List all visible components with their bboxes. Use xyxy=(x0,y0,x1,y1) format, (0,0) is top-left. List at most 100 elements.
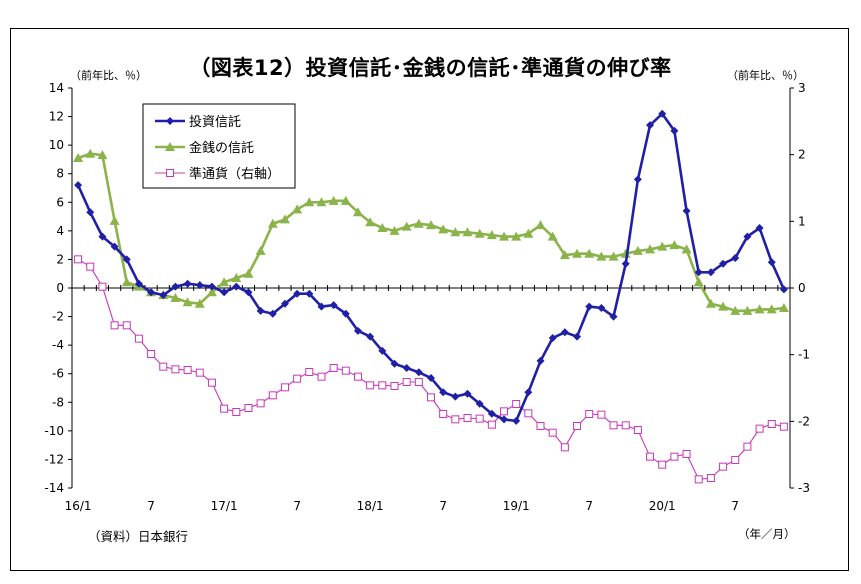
series-point-2 xyxy=(767,420,776,428)
series-point-2 xyxy=(232,408,241,416)
series-point-2 xyxy=(86,262,95,271)
series-point-0 xyxy=(548,334,557,342)
x-tick-label: 7 xyxy=(731,499,739,513)
x-axis-unit: （年／月） xyxy=(738,527,796,541)
left-tick-label: 14 xyxy=(49,81,64,95)
x-tick-label: 7 xyxy=(147,499,155,513)
series-point-1 xyxy=(645,244,656,254)
series-point-0 xyxy=(573,332,582,341)
series-point-0 xyxy=(500,415,509,424)
series-point-1 xyxy=(730,305,741,315)
legend-label: 準通貨（右軸） xyxy=(189,166,280,182)
series-point-2 xyxy=(451,415,460,424)
left-axis-unit: （前年比、％） xyxy=(70,69,147,82)
left-tick-label: 10 xyxy=(49,138,64,152)
series-point-0 xyxy=(366,332,375,341)
series-point-1 xyxy=(340,195,351,205)
series-point-1 xyxy=(523,228,534,238)
series-point-1 xyxy=(267,218,278,228)
series-point-0 xyxy=(317,302,326,311)
series-point-2 xyxy=(621,421,630,430)
series-point-0 xyxy=(463,389,472,398)
legend-swatch-marker xyxy=(166,169,174,177)
series-point-0 xyxy=(719,259,728,268)
series-point-0 xyxy=(305,289,314,298)
series-point-2 xyxy=(280,383,289,392)
series-point-2 xyxy=(779,422,788,431)
series-point-0 xyxy=(341,309,350,318)
series-point-2 xyxy=(500,407,509,416)
series-point-2 xyxy=(694,475,703,484)
series-point-1 xyxy=(231,273,242,282)
source-note: （資料）日本銀行 xyxy=(88,529,189,544)
series-point-1 xyxy=(608,251,619,261)
series-point-2 xyxy=(658,460,667,469)
left-tick-label: -2 xyxy=(52,310,64,324)
left-tick-label: -8 xyxy=(52,395,64,409)
series-point-1 xyxy=(766,304,777,314)
series-point-2 xyxy=(731,456,740,464)
series-point-1 xyxy=(243,268,254,278)
series-point-1 xyxy=(462,227,473,237)
series-point-0 xyxy=(195,281,204,290)
series-point-1 xyxy=(584,248,595,258)
x-tick-label: 16/1 xyxy=(65,499,92,513)
series-point-2 xyxy=(134,334,143,343)
left-tick-label: -12 xyxy=(44,452,64,466)
series-point-2 xyxy=(293,374,302,383)
series-point-2 xyxy=(74,255,83,264)
series-point-2 xyxy=(402,378,411,386)
series-point-2 xyxy=(597,410,606,419)
series-point-0 xyxy=(147,288,156,297)
series-point-0 xyxy=(74,181,83,190)
series-point-2 xyxy=(414,378,423,386)
series-point-2 xyxy=(183,366,192,374)
series-point-0 xyxy=(110,242,119,251)
series-point-2 xyxy=(329,364,338,372)
series-point-1 xyxy=(778,303,789,312)
series-point-0 xyxy=(658,109,667,118)
left-tick-label: -14 xyxy=(44,481,64,495)
series-point-1 xyxy=(681,244,692,254)
series-point-1 xyxy=(182,297,193,307)
series-point-1 xyxy=(85,148,96,158)
series-point-0 xyxy=(268,309,277,318)
series-point-1 xyxy=(438,224,449,234)
series-point-0 xyxy=(585,302,594,311)
series-point-2 xyxy=(463,414,472,422)
series-point-0 xyxy=(402,364,411,372)
series-point-1 xyxy=(377,223,388,232)
series-point-2 xyxy=(207,378,216,387)
series-point-0 xyxy=(779,285,788,294)
series-point-2 xyxy=(195,368,204,377)
series-point-0 xyxy=(512,416,521,425)
series-point-2 xyxy=(560,443,569,452)
series-point-2 xyxy=(755,424,764,433)
series-point-2 xyxy=(317,372,326,381)
series-point-0 xyxy=(682,206,691,215)
right-tick-label: 0 xyxy=(798,281,806,295)
x-tick-label: 7 xyxy=(585,499,593,513)
left-tick-label: -10 xyxy=(44,424,64,438)
series-point-2 xyxy=(706,474,715,482)
series-point-0 xyxy=(183,279,192,288)
series-point-1 xyxy=(292,204,303,214)
right-tick-label: -3 xyxy=(798,481,810,495)
right-tick-label: 2 xyxy=(798,148,806,162)
series-point-1 xyxy=(316,197,327,207)
series-point-1 xyxy=(255,245,266,255)
series-point-1 xyxy=(718,301,729,311)
series-point-2 xyxy=(98,282,107,291)
series-point-2 xyxy=(171,365,180,374)
series-point-1 xyxy=(389,225,400,235)
series-point-0 xyxy=(536,356,545,365)
series-point-2 xyxy=(548,428,557,437)
x-tick-label: 7 xyxy=(293,499,301,513)
series-point-1 xyxy=(450,227,461,237)
series-point-0 xyxy=(353,326,362,335)
series-point-1 xyxy=(97,150,108,160)
legend-label: 投資信託 xyxy=(189,114,241,130)
x-tick-label: 7 xyxy=(439,499,447,513)
right-tick-label: -1 xyxy=(798,348,810,362)
